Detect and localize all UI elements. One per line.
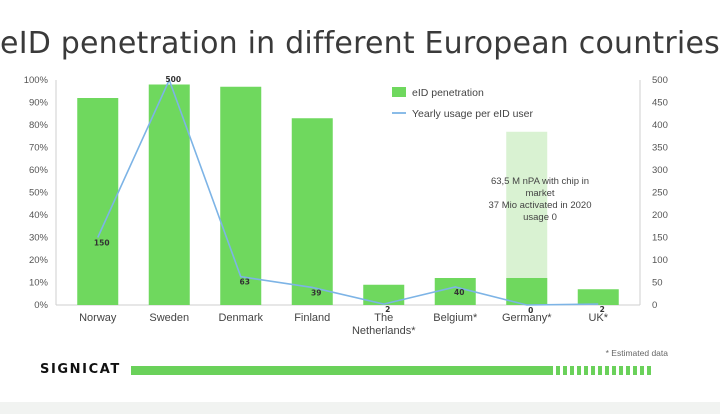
bar-finland	[291, 118, 333, 305]
y-left-tick-label: 10%	[29, 278, 49, 289]
bar-denmark	[220, 86, 262, 305]
y-left-tick-label: 50%	[29, 188, 49, 199]
x-tick-label: Netherlands*	[352, 325, 416, 337]
bar-belgium	[434, 278, 476, 305]
usage-line	[97, 77, 599, 306]
legend-line-label: Yearly usage per eID user	[412, 108, 534, 120]
legend-bar-swatch	[392, 87, 406, 97]
bottom-strip	[0, 402, 720, 414]
bar-germany	[506, 278, 548, 305]
y-left-tick-label: 100%	[24, 75, 49, 86]
data-label: 63	[240, 278, 250, 287]
y-right-tick-label: 0	[652, 300, 657, 311]
x-tick-label: Sweden	[149, 312, 189, 324]
highlight-bar	[506, 131, 548, 305]
y-left-tick-label: 60%	[29, 165, 49, 176]
x-tick-label: Denmark	[218, 312, 263, 324]
y-left-tick-label: 90%	[29, 98, 49, 109]
footer-bar	[131, 366, 549, 375]
y-left-tick-label: 70%	[29, 143, 49, 154]
x-tick-label: Norway	[79, 312, 117, 324]
annotation-line: usage 0	[523, 212, 557, 223]
data-label: 39	[311, 288, 321, 297]
y-right-tick-label: 100	[652, 255, 668, 266]
data-label: 2	[385, 305, 390, 314]
footer-stripes	[549, 366, 659, 375]
y-right-tick-label: 450	[652, 98, 668, 109]
y-left-tick-label: 40%	[29, 210, 49, 221]
y-left-tick-label: 30%	[29, 233, 49, 244]
y-right-tick-label: 50	[652, 278, 663, 289]
bar-the-netherlands	[363, 284, 405, 305]
chart-title: eID penetration in different European co…	[0, 26, 720, 61]
data-label: 40	[454, 288, 464, 297]
y-right-tick-label: 350	[652, 143, 668, 154]
chart: 0% 10% 20% 30% 40% 50% 60% 70% 80% 90% 100% 0 50 100 1…	[24, 75, 668, 337]
data-label: 150	[94, 239, 110, 248]
y-right-tick-label: 400	[652, 120, 668, 131]
x-tick-label: Belgium*	[433, 312, 478, 324]
bar-uk	[577, 289, 619, 305]
y-right-tick-label: 300	[652, 165, 668, 176]
signicat-logo: SIGNICAT	[40, 362, 121, 377]
annotation-line: market	[525, 188, 554, 199]
x-tick-label: The	[374, 312, 393, 324]
data-label: 0	[528, 306, 533, 315]
data-label: 500	[165, 75, 181, 84]
x-tick-label: Finland	[294, 312, 330, 324]
estimated-data-note: * Estimated data	[605, 348, 668, 358]
bar-sweden	[148, 84, 190, 305]
annotation-line: 63,5 M nPA with chip in	[491, 176, 589, 187]
y-left-tick-label: 80%	[29, 120, 49, 131]
y-right-tick-label: 250	[652, 188, 668, 199]
y-left-tick-label: 20%	[29, 255, 49, 266]
annotation-line: 37 Mio activated in 2020	[489, 200, 592, 211]
data-label: 2	[600, 305, 605, 314]
y-left-tick-label: 0%	[34, 300, 48, 311]
bar-norway	[77, 98, 119, 305]
y-right-tick-label: 200	[652, 210, 668, 221]
legend-bar-label: eID penetration	[412, 87, 484, 99]
x-tick-label: UK*	[588, 312, 608, 324]
x-tick-label: Germany*	[502, 312, 552, 324]
y-right-tick-label: 500	[652, 75, 668, 86]
y-right-tick-label: 150	[652, 233, 668, 244]
